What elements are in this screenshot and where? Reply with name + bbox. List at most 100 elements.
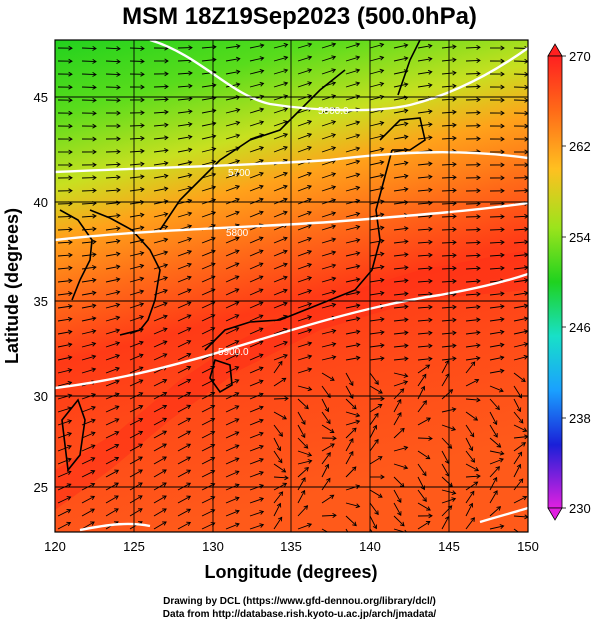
korea-coastline: [89, 209, 161, 336]
streamline-arrowhead: [187, 250, 193, 255]
streamline-segment: [129, 341, 144, 348]
streamline-segment: [345, 451, 354, 465]
streamline-arrowhead: [139, 315, 145, 320]
streamline-segment: [321, 452, 331, 465]
streamline-segment: [273, 397, 289, 400]
streamline-arrowhead: [91, 329, 97, 334]
x-tick-145: 145: [438, 539, 460, 554]
streamline-arrowhead: [258, 301, 264, 306]
streamline-segment: [321, 290, 336, 296]
streamline-segment: [321, 186, 336, 192]
streamline-arrowhead: [326, 419, 331, 425]
streamline-segment: [297, 460, 312, 465]
streamline-segment: [129, 495, 143, 504]
streamline-arrowhead: [258, 327, 264, 332]
streamline-arrowhead: [278, 360, 283, 366]
streamline-segment: [177, 379, 191, 387]
streamline-arrowhead: [68, 227, 73, 232]
streamline-segment: [225, 470, 239, 478]
streamline-arrowhead: [470, 361, 476, 367]
streamline-segment: [249, 327, 263, 335]
streamline-segment: [129, 150, 145, 153]
streamline-segment: [153, 137, 168, 140]
streamline-segment: [81, 342, 96, 348]
streamline-arrowhead: [234, 418, 240, 423]
streamline-arrowhead: [403, 160, 409, 166]
streamline-segment: [273, 211, 288, 218]
streamline-segment: [393, 345, 408, 348]
streamline-segment: [249, 445, 264, 452]
streamline-arrowhead: [403, 134, 409, 140]
streamline-segment: [393, 388, 405, 400]
streamline-arrowhead: [164, 97, 169, 102]
streamline-arrowhead: [452, 304, 457, 310]
streamline-arrowhead: [448, 482, 453, 488]
streamline-arrowhead: [331, 211, 337, 216]
streamline-segment: [129, 137, 145, 140]
streamline-segment: [513, 228, 528, 231]
streamline-arrowhead: [522, 495, 528, 501]
streamline-arrowhead: [426, 417, 431, 422]
streamline-segment: [513, 436, 528, 439]
streamline-arrowhead: [427, 69, 433, 75]
streamline-segment: [513, 372, 526, 382]
streamline-segment: [177, 98, 192, 101]
streamline-arrowhead: [163, 212, 169, 217]
streamline-arrowhead: [355, 503, 361, 509]
streamline-segment: [489, 370, 504, 374]
streamline-segment: [489, 241, 505, 244]
streamline-segment: [417, 345, 432, 348]
streamline-segment: [249, 198, 264, 205]
streamline-arrowhead: [307, 81, 313, 86]
streamline-segment: [129, 290, 144, 296]
streamline-segment: [465, 59, 481, 62]
streamline-segment: [249, 301, 263, 309]
streamline-arrowhead: [138, 417, 144, 423]
streamline-arrowhead: [186, 340, 192, 345]
streamline-arrowhead: [524, 97, 528, 103]
streamline-arrowhead: [355, 42, 361, 48]
streamline-segment: [345, 304, 360, 309]
streamline-arrowhead: [259, 158, 264, 164]
streamline-segment: [417, 280, 433, 283]
streamline-segment: [465, 450, 475, 463]
streamline-arrowhead: [307, 145, 312, 151]
streamline-arrowhead: [428, 239, 433, 245]
streamline-segment: [417, 319, 432, 322]
streamline-arrowhead: [91, 341, 97, 347]
streamline-arrowhead: [452, 240, 457, 245]
streamline-segment: [417, 241, 433, 244]
y-tick-45: 45: [34, 90, 48, 105]
streamline-arrowhead: [495, 466, 500, 471]
streamline-arrowhead: [403, 43, 409, 48]
streamline-arrowhead: [351, 427, 357, 433]
streamline-arrowhead: [428, 122, 433, 128]
streamline-arrowhead: [331, 289, 337, 295]
streamline-arrowhead: [259, 510, 265, 515]
streamline-segment: [297, 276, 312, 283]
taiwan-coastline: [61, 398, 86, 472]
streamline-arrowhead: [351, 404, 357, 410]
streamline-arrowhead: [426, 506, 431, 511]
streamline-arrowhead: [331, 224, 337, 230]
streamline-arrowhead: [139, 225, 145, 231]
streamline-arrowhead: [301, 420, 306, 425]
streamline-arrowhead: [116, 213, 121, 219]
streamline-arrowhead: [137, 495, 143, 500]
streamline-arrowhead: [68, 239, 73, 245]
streamline-arrowhead: [114, 431, 120, 436]
streamline-arrowhead: [186, 495, 192, 501]
streamline-segment: [57, 228, 73, 231]
streamline-segment: [153, 264, 168, 270]
streamline-segment: [345, 420, 360, 426]
streamline-segment: [273, 463, 286, 473]
streamline-arrowhead: [283, 68, 289, 74]
streamline-arrowhead: [355, 159, 361, 165]
streamline-arrowhead: [351, 466, 357, 472]
streamline-segment: [321, 43, 336, 49]
streamline-segment: [489, 267, 505, 270]
streamline-arrowhead: [331, 133, 337, 138]
streamline-segment: [441, 373, 450, 387]
streamline-arrowhead: [428, 187, 433, 193]
streamline-arrowhead: [500, 45, 505, 51]
